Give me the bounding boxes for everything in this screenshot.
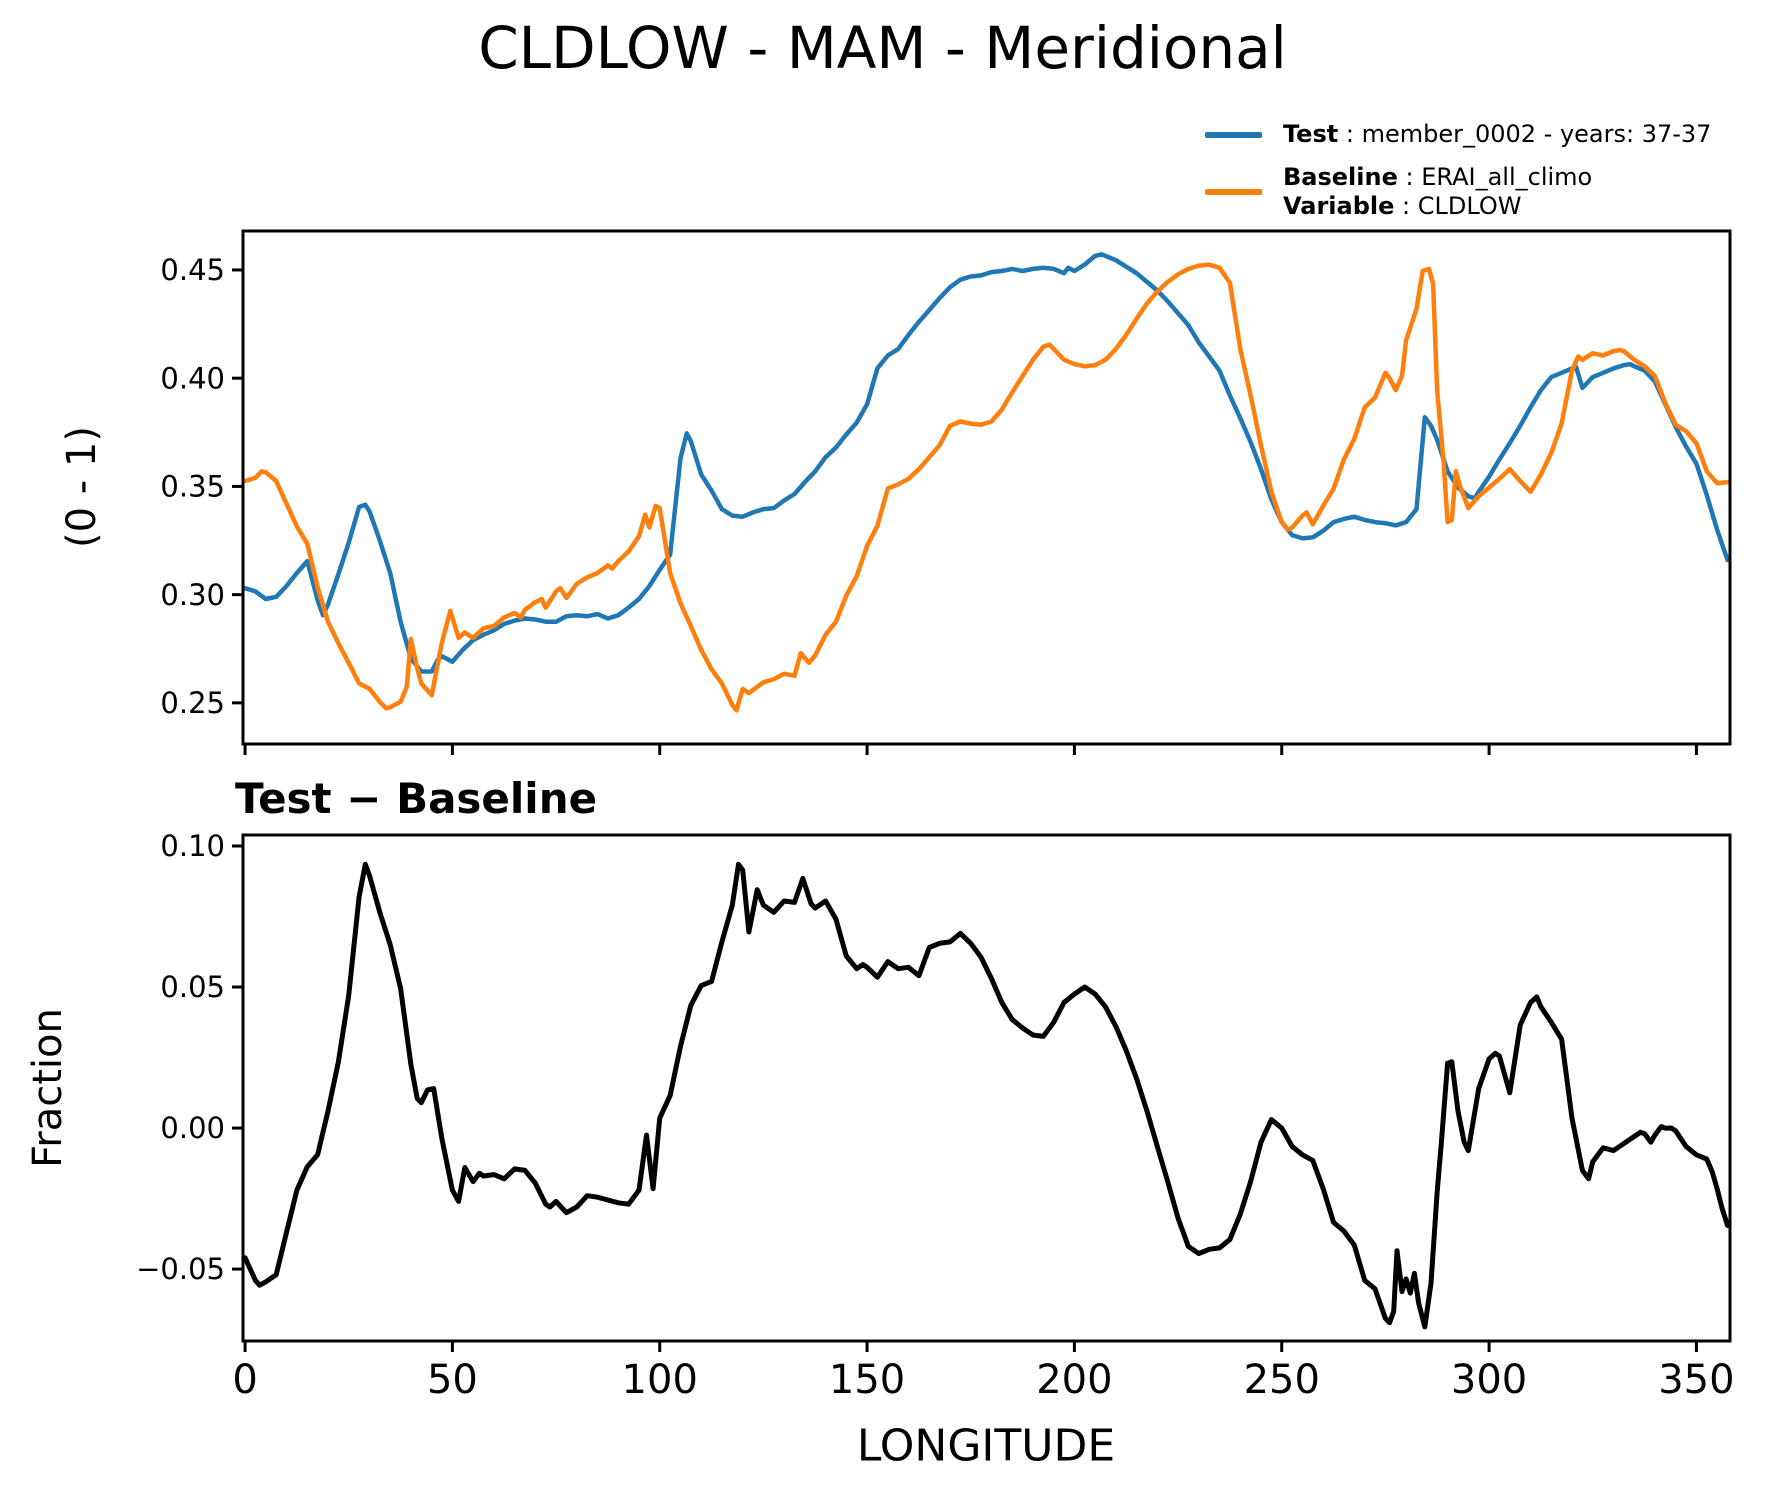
legend-swatch-baseline [1205,189,1262,195]
chart-title: CLDLOW - MAM - Meridional [478,14,1287,82]
legend-label-variable: Variable [1283,192,1395,220]
legend-entry-variable: Variable : CLDLOW [1283,192,1522,220]
diff-subplot-title: Test − Baseline [235,774,598,823]
legend-entry-test: Test : member_0002 - years: 37-37 [1283,120,1711,148]
legend-label-test: Test [1283,120,1339,148]
svg-text:0.00: 0.00 [160,1111,225,1145]
legend-value-baseline: : ERAI_all_climo [1397,163,1593,191]
svg-text:300: 300 [1451,1357,1527,1403]
legend-value-variable: : CLDLOW [1394,192,1522,220]
svg-text:0.45: 0.45 [160,253,225,287]
svg-text:50: 50 [427,1357,478,1403]
svg-text:200: 200 [1036,1357,1112,1403]
svg-text:0.10: 0.10 [160,829,225,863]
svg-text:0.05: 0.05 [160,970,225,1004]
svg-text:100: 100 [622,1357,698,1403]
svg-text:350: 350 [1658,1357,1734,1403]
legend-label-baseline: Baseline [1283,163,1398,191]
svg-text:0.25: 0.25 [160,686,225,720]
svg-text:150: 150 [829,1357,905,1403]
x-axis-label: LONGITUDE [856,1420,1116,1472]
svg-text:−0.05: −0.05 [136,1252,225,1286]
svg-text:0.40: 0.40 [160,361,225,395]
legend-entry-baseline: Baseline : ERAI_all_climo [1283,163,1592,191]
svg-text:0: 0 [232,1357,257,1403]
svg-text:0.35: 0.35 [160,470,225,504]
legend-value-test: : member_0002 - years: 37-37 [1338,120,1712,148]
legend-swatch-test [1205,132,1262,138]
svg-text:250: 250 [1244,1357,1320,1403]
svg-text:0.30: 0.30 [160,578,225,612]
